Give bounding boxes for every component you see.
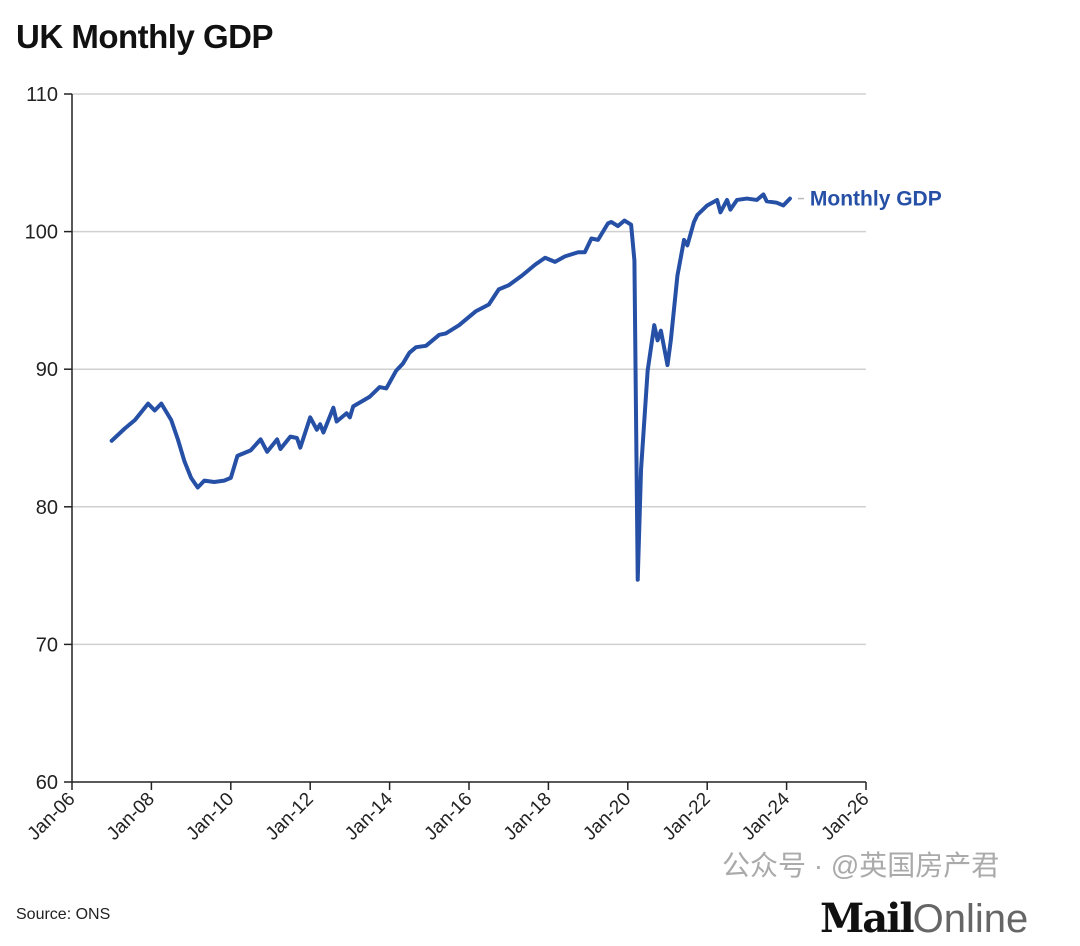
watermark: 公众号 · @英国房产君 — [722, 850, 1000, 881]
y-tick-label: 110 — [26, 84, 58, 106]
line-chart: 60 70 80 90 100 110 Jan-06 Jan-08 Jan-10 Jan-12 Ja… — [24, 84, 942, 845]
series-label: Monthly GDP — [810, 188, 942, 211]
series-line — [109, 192, 792, 582]
x-tick-label: Jan-18 — [500, 789, 556, 845]
y-tick-label: 70 — [36, 634, 58, 656]
x-tick-label: Jan-16 — [421, 789, 477, 845]
chart-title: UK Monthly GDP — [16, 18, 273, 55]
x-tick-label: Jan-12 — [262, 789, 318, 845]
x-tick-label: Jan-20 — [579, 789, 635, 845]
y-tick-label: 60 — [36, 772, 58, 794]
y-tick-label: 80 — [36, 497, 58, 519]
x-tick-label: Jan-24 — [738, 788, 794, 844]
x-tick-label: Jan-10 — [182, 789, 238, 845]
y-tick-label: 90 — [36, 359, 58, 381]
x-tick-label: Jan-22 — [659, 789, 715, 845]
x-tick-label: Jan-06 — [24, 789, 80, 845]
source-note: Source: ONS — [16, 906, 111, 923]
x-tick-label: Jan-14 — [341, 788, 397, 844]
mailonline-logo: MailOnline — [820, 895, 1029, 942]
x-tick-label: Jan-26 — [818, 789, 874, 845]
y-tick-label: 100 — [25, 222, 58, 244]
x-tick-label: Jan-08 — [103, 789, 159, 845]
